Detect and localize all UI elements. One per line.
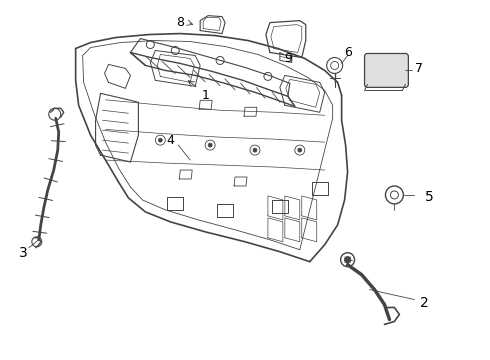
FancyBboxPatch shape [365, 54, 408, 87]
Circle shape [158, 138, 162, 142]
Text: 8: 8 [176, 16, 184, 29]
Text: 1: 1 [201, 89, 209, 102]
Text: 3: 3 [19, 246, 27, 260]
Text: 6: 6 [343, 46, 351, 59]
Text: 5: 5 [425, 190, 434, 204]
Circle shape [253, 148, 257, 152]
Circle shape [344, 257, 350, 263]
Text: 4: 4 [166, 134, 174, 147]
Text: 9: 9 [284, 52, 292, 65]
Text: 7: 7 [416, 62, 423, 75]
Text: 2: 2 [420, 296, 429, 310]
Circle shape [298, 148, 302, 152]
Circle shape [208, 143, 212, 147]
